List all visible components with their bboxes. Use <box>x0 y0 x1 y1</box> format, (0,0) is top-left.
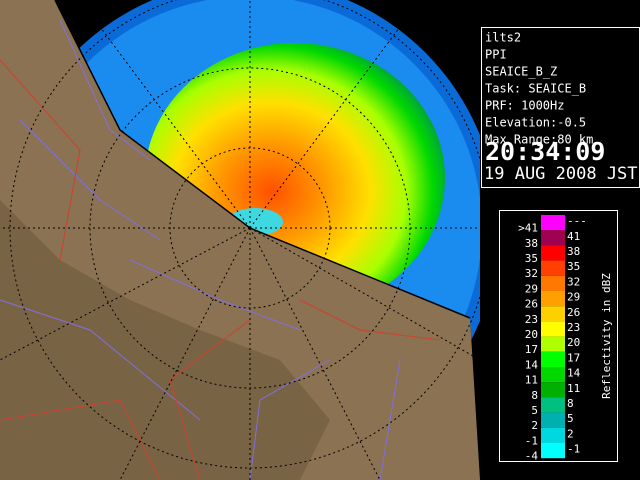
info-box <box>481 27 640 188</box>
legend-swatch <box>541 245 565 261</box>
rivers <box>0 19 401 480</box>
legend-high: 14 <box>567 367 581 380</box>
legend-high: 38 <box>567 245 580 258</box>
legend-swatch <box>541 306 565 322</box>
legend-high: 32 <box>567 275 580 288</box>
legend-swatch <box>541 336 565 352</box>
legend-high: 2 <box>567 427 574 440</box>
legend-title: Reflectivity in dBZ <box>600 273 613 399</box>
legend-low: 8 <box>531 389 538 402</box>
info-line: Task: SEAICE_B <box>485 82 586 96</box>
legend-high: 17 <box>567 351 580 364</box>
legend-swatch <box>541 397 565 413</box>
legend-swatch <box>541 215 565 231</box>
info-text: ilts2 PPI SEAICE_B_Z Task: SEAICE_B PRF: 100… <box>485 31 593 147</box>
legend-low: -4 <box>525 450 539 463</box>
legend-low: 26 <box>525 298 538 311</box>
info-line: ilts2 <box>485 31 521 45</box>
legend-low: 17 <box>525 343 538 356</box>
legend-high: -1 <box>567 443 580 456</box>
legend-high: 35 <box>567 260 580 273</box>
radar-image <box>0 0 490 480</box>
legend-high: 41 <box>567 230 580 243</box>
legend-low: -1 <box>525 434 538 447</box>
info-line: Max Range:80 km <box>485 133 593 147</box>
legend-swatch <box>541 382 565 398</box>
time: 20:34:09 <box>485 137 605 166</box>
legend-low: 23 <box>525 313 538 326</box>
legend-high: 23 <box>567 321 580 334</box>
legend-low: 29 <box>525 282 538 295</box>
legend-swatch <box>541 230 565 246</box>
legend-low: 11 <box>525 374 538 387</box>
legend-high: 5 <box>567 412 574 425</box>
legend-high: 26 <box>567 306 580 319</box>
legend-high: 29 <box>567 291 580 304</box>
legend-low: 32 <box>525 267 538 280</box>
info-line: SEAICE_B_Z <box>485 65 557 79</box>
legend-low: 2 <box>531 419 538 432</box>
terrain-shade <box>0 200 330 480</box>
legend-low: 14 <box>525 358 539 371</box>
legend-low: 5 <box>531 404 538 417</box>
legend: >41 --- 38 41 35 38 32 35 29 32 26 29 23 26 20 23 17 20 14… <box>518 215 587 463</box>
legend-swatch <box>541 427 565 443</box>
legend-swatch <box>541 443 565 459</box>
roads <box>0 59 441 480</box>
legend-low: 35 <box>525 252 538 265</box>
legend-high: 8 <box>567 397 574 410</box>
legend-swatch <box>541 412 565 428</box>
legend-swatch <box>541 321 565 337</box>
coastline <box>54 0 471 319</box>
legend-swatch <box>541 260 565 276</box>
legend-high: 20 <box>567 336 580 349</box>
legend-swatch <box>541 291 565 307</box>
legend-low: >41 <box>518 222 538 235</box>
legend-swatch <box>541 367 565 383</box>
range-rings <box>0 0 490 480</box>
legend-swatch <box>541 351 565 367</box>
legend-swatch <box>541 275 565 291</box>
legend-high: 11 <box>567 382 580 395</box>
legend-low: 38 <box>525 237 538 250</box>
date: 19 AUG 2008 JST <box>484 164 638 184</box>
legend-high: --- <box>567 215 587 228</box>
info-line: PPI <box>485 48 507 62</box>
info-line: Elevation:-0.5 <box>485 116 586 130</box>
info-line: PRF: 1000Hz <box>485 99 564 113</box>
legend-low: 20 <box>525 328 538 341</box>
